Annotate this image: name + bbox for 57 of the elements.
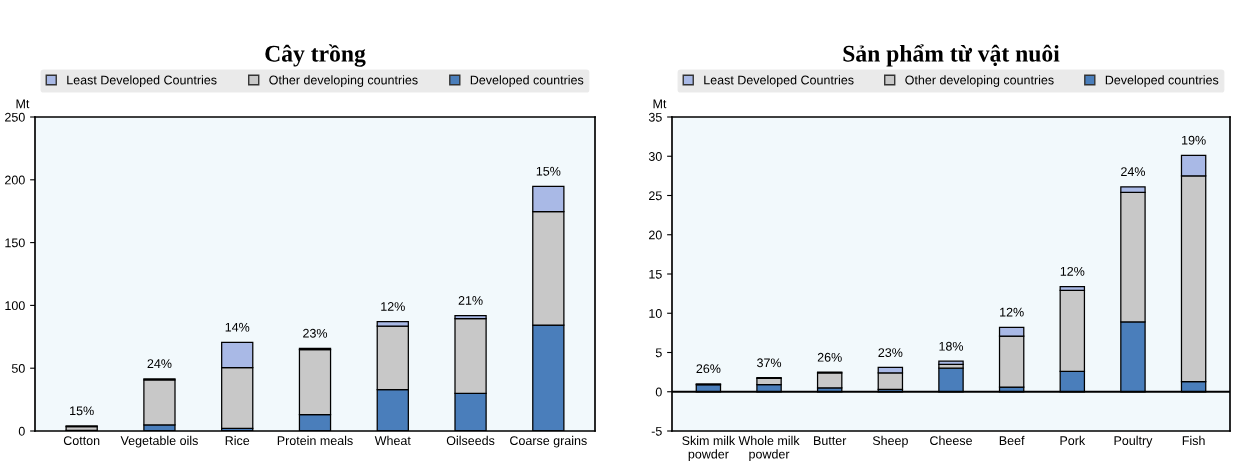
annotation: 23% (303, 328, 328, 338)
x-tick-label: Rice (225, 435, 250, 446)
annotation: 26% (817, 352, 842, 362)
y-axis-title: Mt (16, 99, 30, 109)
annotation: 14% (225, 322, 250, 332)
y-tick-label: 15 (649, 269, 662, 279)
x-tick-label: Oilseeds (446, 435, 495, 446)
annotation: 12% (1060, 266, 1085, 276)
y-tick-label: 20 (649, 230, 662, 240)
annotation: 24% (1121, 167, 1146, 177)
x-tick-label: Wheat (374, 435, 411, 446)
legend-label: Developed countries (1105, 75, 1219, 87)
y-tick-label: 0 (655, 387, 662, 397)
x-tick-label: Butter (814, 436, 847, 446)
x-tick-label: Whole milk powder (738, 435, 800, 461)
y-tick-label: -5 (651, 426, 662, 436)
annotation: 12% (1000, 307, 1024, 317)
x-tick-label: Coarse grains (510, 435, 587, 448)
annotation: 26% (696, 364, 721, 374)
y-tick-label: 200 (5, 175, 25, 185)
y-tick-label: 100 (5, 301, 25, 311)
x-tick-label: Cotton (63, 436, 100, 446)
chart-title: Cây trồng (265, 44, 366, 67)
x-tick-label: Skim milk powder (682, 435, 736, 461)
annotation: 15% (536, 166, 561, 176)
legend-label: Other developing countries (269, 75, 418, 87)
annotation: 24% (147, 359, 172, 369)
y-tick-label: 50 (11, 364, 25, 373)
y-tick-label: 25 (649, 191, 662, 201)
x-tick-label: Fish (1182, 435, 1205, 446)
legend-label: Least Developed Countries (704, 75, 854, 87)
y-tick-label: 5 (655, 348, 662, 358)
y-tick-label: 10 (649, 309, 662, 318)
y-tick-label: 30 (648, 152, 662, 161)
chart-title: Sản phẩm từ vật nuôi (843, 44, 1060, 67)
y-axis-title: Mt (653, 99, 667, 109)
annotation: 21% (458, 296, 483, 305)
y-tick-label: 250 (5, 112, 25, 122)
annotation: 23% (878, 348, 903, 357)
x-tick-label: Cheese (930, 435, 972, 446)
y-tick-label: 35 (648, 112, 662, 122)
annotation: 15% (70, 406, 94, 416)
annotation: 37% (757, 358, 782, 368)
y-tick-label: 0 (18, 426, 25, 436)
x-tick-label: Pork (1060, 435, 1086, 446)
annotation: 19% (1182, 135, 1206, 145)
x-tick-label: Poultry (1114, 435, 1153, 448)
x-tick-label: Protein meals (277, 435, 353, 446)
legend-label: Developed countries (470, 75, 584, 87)
x-tick-label: Sheep (872, 435, 908, 448)
annotation: 12% (381, 302, 405, 311)
legend-label: Other developing countries (905, 75, 1054, 87)
y-tick-label: 150 (5, 238, 25, 248)
annotation: 18% (939, 341, 964, 351)
x-tick-label: Beef (999, 435, 1025, 446)
x-tick-label: Vegetable oils (120, 435, 198, 448)
legend-label: Least Developed Countries (67, 75, 217, 87)
